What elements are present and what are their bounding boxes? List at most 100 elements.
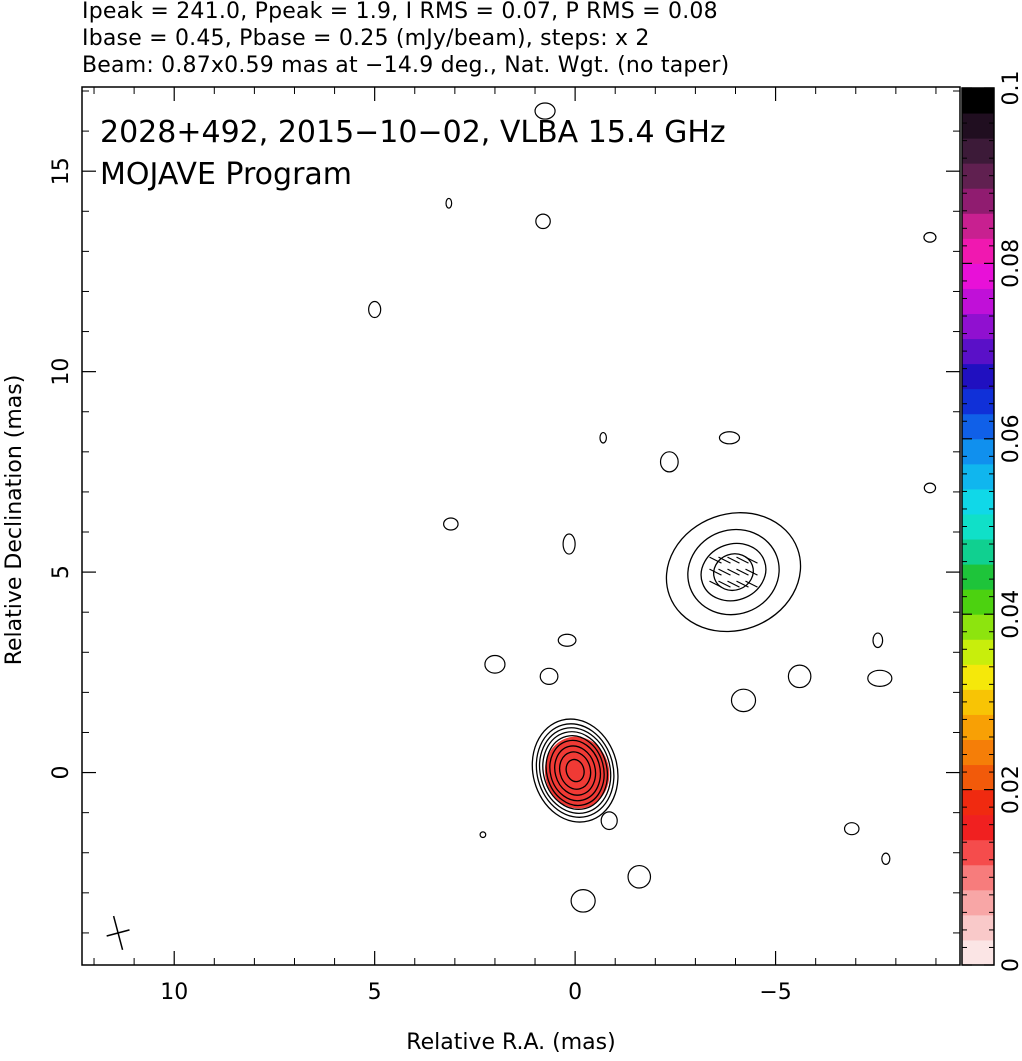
colorbar-segment [962,539,994,565]
stats-line-base: Ibase = 0.45, Pbase = 0.25 (mJy/beam), s… [82,26,650,51]
colorbar-segment [962,789,994,816]
noise-contour [599,431,607,444]
noise-contour [718,431,741,445]
noise-contour [570,889,596,913]
y-tick-label: 15 [49,157,74,185]
noise-contour [867,669,893,687]
noise-contour [843,822,860,836]
plot-title: 2028+492, 2015−10−02, VLBA 15.4 GHz [100,115,726,150]
polarization-vector [718,556,731,564]
colorbar-segment [962,889,994,916]
plot-content [106,102,937,950]
polarization-region [544,736,610,809]
noise-contour [479,831,487,839]
colorbar-segment [962,714,994,740]
colorbar-segment [962,589,994,615]
colorbar-segment [962,388,994,415]
colorbar-segment [962,739,994,766]
jet-knot-contour [713,553,754,592]
colorbar-tick-label: 0 [999,958,1022,972]
colorbar-segment [962,413,994,440]
colorbar-segment [962,513,994,540]
core-contour [542,731,609,811]
colorbar-segment [962,238,994,264]
x-axis-label: Relative R.A. (mas) [406,1030,616,1055]
core-contour [554,745,597,796]
colorbar-segment [962,939,994,966]
core-contour [531,718,619,823]
noise-contour [730,688,757,713]
y-tick-label: 10 [49,358,74,386]
jet-knot-contour [700,542,767,602]
colorbar-segment [962,839,994,866]
polarization-vector [727,568,740,576]
noise-contour [923,482,937,494]
polarization-vector [745,556,758,564]
colorbar-segment [962,564,994,590]
stats-line-beam: Beam: 0.87x0.59 mas at −14.9 deg., Nat. … [82,53,730,78]
colorbar-segment [962,488,994,515]
y-tick-label: 0 [49,766,74,780]
x-tick-label: −5 [759,980,791,1005]
jet-knot-contour [687,528,780,616]
axis-ticks: 10 5 0 −5 0 5 10 15 [49,87,960,1005]
plot-subtitle: MOJAVE Program [100,157,352,192]
colorbar-segment [962,814,994,841]
noise-contour [562,533,576,555]
x-tick-label: 0 [568,980,582,1005]
colorbar-segment [962,664,994,690]
colorbar-segment [962,263,994,289]
stats-line-peak: Ipeak = 241.0, Ppeak = 1.9, I RMS = 0.07… [82,0,718,24]
colorbar-segment [962,288,994,315]
colorbar-segment [962,113,994,139]
core-contour [538,727,612,814]
noise-contour [445,197,453,209]
polarization-vector [745,568,758,576]
polarization-vector [709,580,722,588]
noise-contour [484,654,506,674]
colorbar-segment [962,313,994,340]
core-contour [549,739,602,802]
core-contour [535,723,615,818]
colorbar-segment [962,213,994,239]
noise-contour [627,864,652,889]
colorbar-segment [962,438,994,465]
colorbar: 0 0.02 0.04 0.06 0.08 0.1 [961,71,1022,972]
noise-contour [923,231,937,243]
noise-contour [787,664,812,689]
polarization-vector [727,556,740,564]
noise-contour [659,451,679,473]
colorbar-segment [962,689,994,715]
colorbar-segment [962,463,994,490]
polarization-vector [709,556,722,564]
noise-contour [600,811,618,831]
polarization-vector [736,580,749,588]
colorbar-segment [962,764,994,791]
beam-marker [106,915,130,950]
colorbar-segment [962,639,994,665]
y-axis-label: Relative Declination (mas) [2,374,27,666]
polarization-vector [718,568,731,576]
polarization-vector [718,580,731,588]
colorbar-segment [962,914,994,941]
colorbar-tick-label: 0.1 [999,71,1022,106]
core-contour [565,758,585,783]
plot-frame [81,86,961,966]
noise-contour [539,667,559,685]
noise-contour [368,300,382,319]
polarization-vector [736,568,749,576]
x-tick-label: 5 [368,980,382,1005]
noise-contour [872,632,884,649]
beam-minor-axis [106,929,130,937]
colorbar-segment [962,88,994,114]
polarization-vector [745,580,758,588]
core-contour [545,735,605,807]
colorbar-tick-label: 0.02 [999,765,1022,814]
polarization-vector [736,556,749,564]
noise-contour [881,852,891,865]
jet-knot-contour [665,512,802,633]
polarization-vector [709,568,722,576]
colorbar-segment [962,363,994,390]
colorbar-segment [962,338,994,365]
